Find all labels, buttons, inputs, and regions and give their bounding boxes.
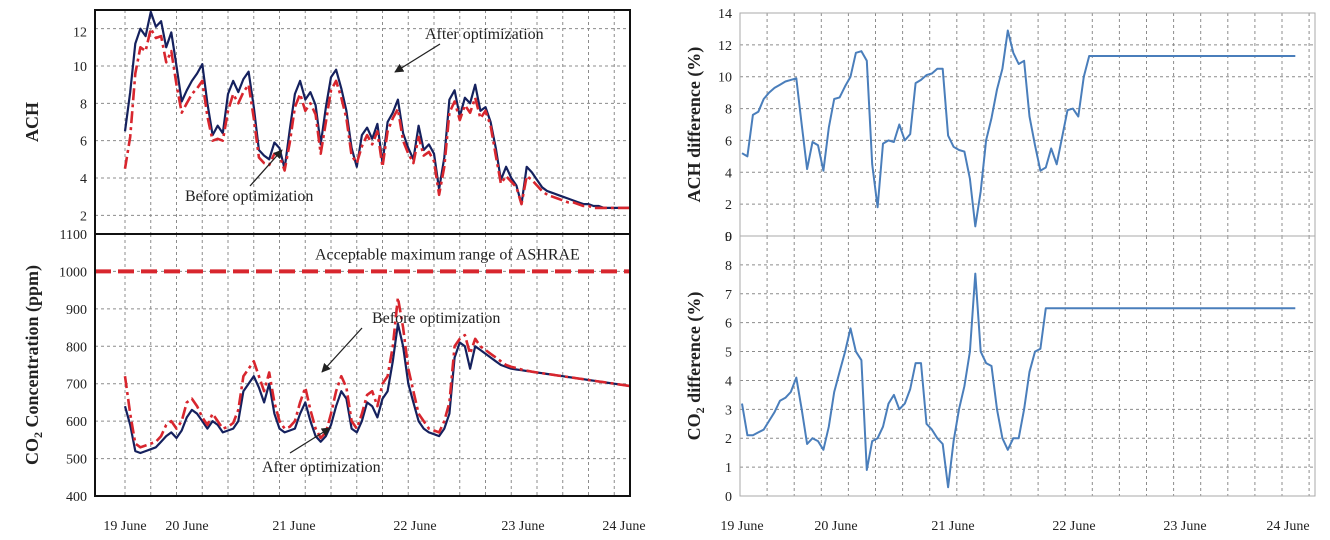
y-tick-label: 800 [66, 340, 87, 355]
y-tick-label: 2 [80, 209, 87, 224]
y-tick-label: 1 [725, 461, 732, 476]
x-tick-label: 23 June [1163, 519, 1206, 534]
y-tick-label: 900 [66, 303, 87, 318]
x-tick-label: 24 June [1266, 519, 1309, 534]
x-tick-label: 23 June [501, 519, 544, 534]
annotation-arrow [321, 327, 363, 373]
y-tick-label: 600 [66, 415, 87, 430]
y-tick-label: 4 [725, 166, 732, 181]
plot-frame [739, 235, 1316, 497]
panel-ach [94, 9, 631, 235]
y-tick-label: 7 [725, 288, 732, 303]
y-tick-label: 700 [66, 378, 87, 393]
annotation-arrow [394, 43, 441, 73]
x-tick-label: 21 June [931, 519, 974, 534]
annotation-label: Before optimization [185, 188, 313, 205]
y-tick-label: 6 [725, 134, 732, 149]
panel-ach-diff [739, 12, 1316, 237]
y-tick-label: 12 [73, 26, 87, 41]
y-tick-label: 8 [725, 103, 732, 118]
x-tick-label: 19 June [720, 519, 763, 534]
y-tick-label: 1100 [60, 228, 87, 243]
y-tick-label: 400 [66, 490, 87, 505]
y-tick-label: 1000 [59, 265, 87, 280]
series-line-before-optimization [123, 27, 630, 210]
annotation-label: After optimization [262, 459, 381, 476]
series-line-difference [741, 272, 1296, 489]
x-tick-label: 22 June [393, 519, 436, 534]
series-line-after-optimization [123, 322, 630, 455]
plot-frame [94, 233, 631, 497]
y-tick-label: 10 [73, 60, 87, 75]
series-line-before-optimization [123, 296, 630, 449]
y-tick-label: 8 [725, 259, 732, 274]
y-tick-label: 0 [725, 490, 732, 505]
y-tick-label: 3 [725, 403, 732, 418]
y-tick-label: 4 [80, 172, 87, 187]
x-tick-label: 22 June [1052, 519, 1095, 534]
annotation-arrow [289, 427, 331, 454]
x-tick-label: 20 June [165, 519, 208, 534]
y-tick-label: 6 [80, 135, 87, 150]
x-tick-label: 20 June [814, 519, 857, 534]
x-tick-label: 24 June [602, 519, 645, 534]
annotation-label: Before optimization [372, 310, 500, 327]
y-tick-label: 12 [718, 39, 732, 54]
series-line-difference [741, 29, 1296, 228]
y-axis-label: CO2 Concentration (ppm) [22, 265, 45, 465]
plot-frame [94, 9, 631, 235]
y-tick-label: 14 [718, 7, 732, 22]
panel-co2 [94, 233, 631, 497]
annotation-arrow [249, 149, 283, 187]
y-tick-label: 5 [725, 346, 732, 361]
y-tick-label: 10 [718, 71, 732, 86]
plot-frame [739, 12, 1316, 237]
y-axis-label: ACH difference (%) [684, 47, 705, 203]
y-tick-label: 0 [725, 230, 732, 245]
y-tick-label: 9 [725, 230, 732, 245]
x-tick-label: 19 June [103, 519, 146, 534]
threshold-label: Acceptable maximum range of ASHRAE [315, 246, 580, 263]
panel-co2-diff [739, 235, 1316, 497]
y-tick-label: 4 [725, 374, 732, 389]
y-tick-label: 2 [725, 432, 732, 447]
y-tick-label: 6 [725, 317, 732, 332]
y-tick-label: 2 [725, 198, 732, 213]
y-tick-label: 8 [80, 97, 87, 112]
annotation-label: After optimization [425, 26, 544, 43]
y-axis-label: ACH [22, 102, 42, 142]
y-tick-label: 500 [66, 453, 87, 468]
x-tick-label: 21 June [272, 519, 315, 534]
y-axis-label: CO2 difference (%) [684, 292, 707, 441]
